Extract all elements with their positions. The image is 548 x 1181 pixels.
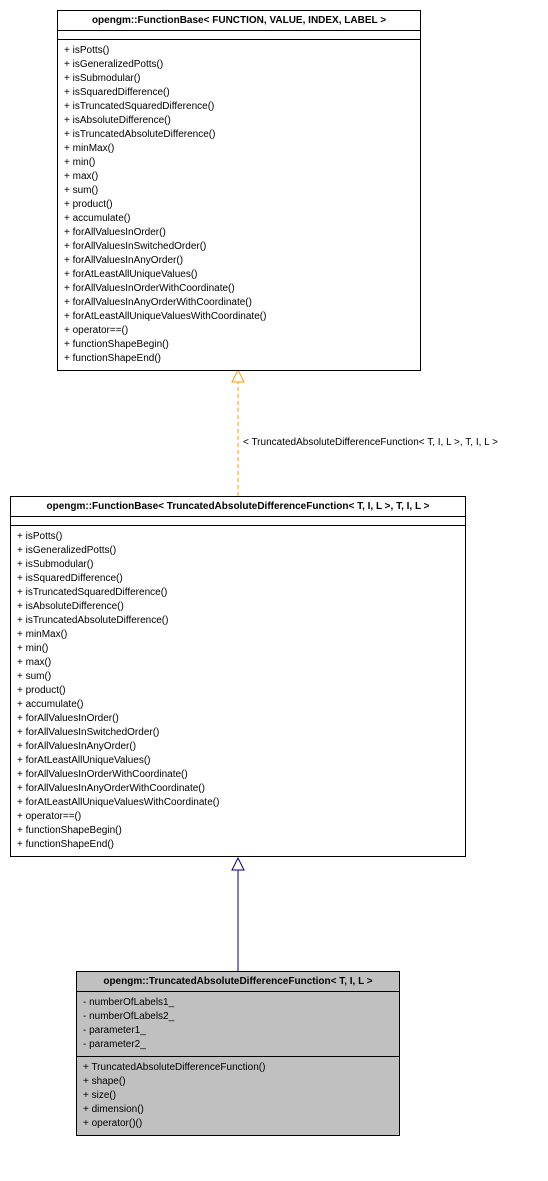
uml-diagram: opengm::FunctionBase< FUNCTION, VALUE, I… [10,10,538,1171]
uml-member: + operator==() [64,324,414,338]
uml-member: + forAllValuesInAnyOrderWithCoordinate() [64,296,414,310]
uml-member: + isSquaredDifference() [64,86,414,100]
uml-member: + functionShapeEnd() [17,838,459,852]
uml-member: + forAtLeastAllUniqueValues() [17,754,459,768]
uml-member: + min() [17,642,459,656]
uml-class-title: opengm::TruncatedAbsoluteDifferenceFunct… [77,972,399,992]
uml-member: + accumulate() [17,698,459,712]
uml-member: + functionShapeBegin() [64,338,414,352]
uml-member: + forAllValuesInOrder() [64,226,414,240]
uml-compartment: + isPotts()+ isGeneralizedPotts()+ isSub… [58,40,420,370]
uml-member: - parameter2_ [83,1038,393,1052]
uml-class-functionbase-generic: opengm::FunctionBase< FUNCTION, VALUE, I… [57,10,421,371]
uml-member: - numberOfLabels2_ [83,1010,393,1024]
template-binding-label: < TruncatedAbsoluteDifferenceFunction< T… [243,437,498,448]
uml-member: + forAtLeastAllUniqueValuesWithCoordinat… [17,796,459,810]
uml-member: + isGeneralizedPotts() [17,544,459,558]
uml-member: + product() [17,684,459,698]
uml-member: + accumulate() [64,212,414,226]
uml-member: + isSubmodular() [17,558,459,572]
uml-member: + dimension() [83,1103,393,1117]
uml-member: + isSubmodular() [64,72,414,86]
uml-member: + isGeneralizedPotts() [64,58,414,72]
uml-member: + sum() [17,670,459,684]
uml-member: + TruncatedAbsoluteDifferenceFunction() [83,1061,393,1075]
uml-member: + isTruncatedAbsoluteDifference() [17,614,459,628]
uml-empty-compartment [11,517,465,526]
uml-member: + functionShapeBegin() [17,824,459,838]
uml-member: + operator()() [83,1117,393,1131]
uml-member: + isPotts() [64,44,414,58]
uml-member: + size() [83,1089,393,1103]
uml-compartment: + TruncatedAbsoluteDifferenceFunction()+… [77,1056,399,1135]
uml-empty-compartment [58,31,420,40]
uml-member: + product() [64,198,414,212]
uml-class-truncated-absolute-difference: opengm::TruncatedAbsoluteDifferenceFunct… [76,971,400,1136]
uml-member: + sum() [64,184,414,198]
uml-compartment: - numberOfLabels1_- numberOfLabels2_- pa… [77,992,399,1056]
uml-member: + minMax() [64,142,414,156]
uml-member: + forAllValuesInOrderWithCoordinate() [17,768,459,782]
uml-class-title: opengm::FunctionBase< TruncatedAbsoluteD… [11,497,465,517]
uml-member: + max() [17,656,459,670]
uml-compartment: + isPotts()+ isGeneralizedPotts()+ isSub… [11,526,465,856]
uml-member: + forAtLeastAllUniqueValuesWithCoordinat… [64,310,414,324]
uml-member: + forAllValuesInAnyOrderWithCoordinate() [17,782,459,796]
uml-member: + isTruncatedSquaredDifference() [17,586,459,600]
uml-member: + max() [64,170,414,184]
uml-member: + isSquaredDifference() [17,572,459,586]
uml-member: + isPotts() [17,530,459,544]
uml-class-title: opengm::FunctionBase< FUNCTION, VALUE, I… [58,11,420,31]
uml-member: + forAllValuesInSwitchedOrder() [17,726,459,740]
uml-member: + forAllValuesInOrder() [17,712,459,726]
uml-member: + minMax() [17,628,459,642]
uml-member: - numberOfLabels1_ [83,996,393,1010]
uml-member: + min() [64,156,414,170]
uml-member: + functionShapeEnd() [64,352,414,366]
uml-member: - parameter1_ [83,1024,393,1038]
uml-member: + forAllValuesInSwitchedOrder() [64,240,414,254]
uml-member: + shape() [83,1075,393,1089]
uml-member: + forAllValuesInOrderWithCoordinate() [64,282,414,296]
uml-member: + forAllValuesInAnyOrder() [17,740,459,754]
uml-member: + isTruncatedSquaredDifference() [64,100,414,114]
uml-member: + isTruncatedAbsoluteDifference() [64,128,414,142]
uml-member: + isAbsoluteDifference() [64,114,414,128]
uml-member: + operator==() [17,810,459,824]
uml-member: + forAtLeastAllUniqueValues() [64,268,414,282]
uml-member: + forAllValuesInAnyOrder() [64,254,414,268]
uml-class-functionbase-specialized: opengm::FunctionBase< TruncatedAbsoluteD… [10,496,466,857]
uml-member: + isAbsoluteDifference() [17,600,459,614]
